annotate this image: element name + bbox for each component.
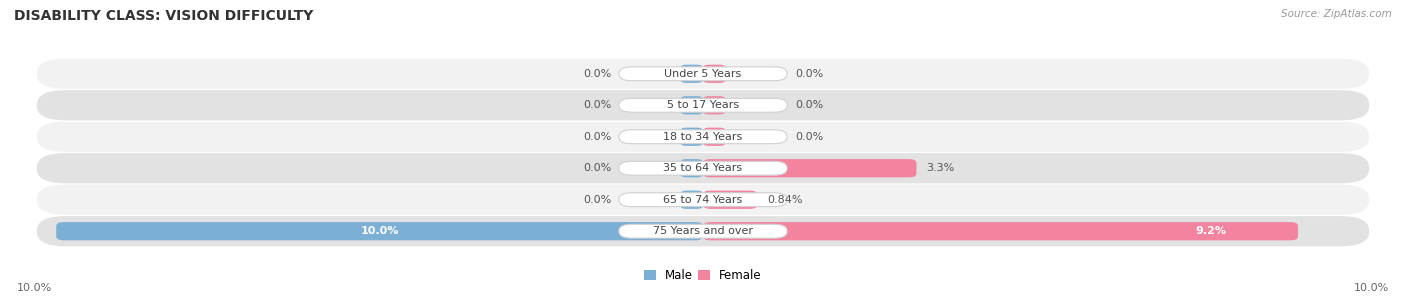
FancyBboxPatch shape — [703, 127, 725, 146]
FancyBboxPatch shape — [703, 191, 758, 209]
Text: 0.0%: 0.0% — [583, 100, 612, 110]
FancyBboxPatch shape — [681, 96, 703, 114]
FancyBboxPatch shape — [703, 222, 1298, 240]
FancyBboxPatch shape — [619, 224, 787, 238]
FancyBboxPatch shape — [619, 130, 787, 144]
FancyBboxPatch shape — [619, 193, 787, 207]
FancyBboxPatch shape — [37, 185, 1369, 215]
Text: Under 5 Years: Under 5 Years — [665, 69, 741, 79]
FancyBboxPatch shape — [37, 216, 1369, 246]
Legend: Male, Female: Male, Female — [640, 265, 766, 287]
FancyBboxPatch shape — [619, 67, 787, 81]
Text: 35 to 64 Years: 35 to 64 Years — [664, 163, 742, 173]
Text: 0.84%: 0.84% — [768, 195, 803, 205]
FancyBboxPatch shape — [619, 161, 787, 175]
Text: 3.3%: 3.3% — [927, 163, 955, 173]
Text: 0.0%: 0.0% — [583, 69, 612, 79]
Text: Source: ZipAtlas.com: Source: ZipAtlas.com — [1281, 9, 1392, 19]
Text: 0.0%: 0.0% — [583, 195, 612, 205]
Text: DISABILITY CLASS: VISION DIFFICULTY: DISABILITY CLASS: VISION DIFFICULTY — [14, 9, 314, 23]
Text: 10.0%: 10.0% — [17, 283, 52, 293]
Text: 18 to 34 Years: 18 to 34 Years — [664, 132, 742, 142]
FancyBboxPatch shape — [37, 90, 1369, 120]
FancyBboxPatch shape — [703, 96, 725, 114]
FancyBboxPatch shape — [56, 222, 703, 240]
FancyBboxPatch shape — [681, 191, 703, 209]
FancyBboxPatch shape — [37, 122, 1369, 152]
FancyBboxPatch shape — [681, 127, 703, 146]
Text: 0.0%: 0.0% — [583, 163, 612, 173]
Text: 0.0%: 0.0% — [794, 100, 823, 110]
Text: 10.0%: 10.0% — [360, 226, 399, 236]
Text: 0.0%: 0.0% — [794, 132, 823, 142]
FancyBboxPatch shape — [681, 65, 703, 83]
FancyBboxPatch shape — [681, 159, 703, 178]
Text: 10.0%: 10.0% — [1354, 283, 1389, 293]
Text: 0.0%: 0.0% — [583, 132, 612, 142]
Text: 5 to 17 Years: 5 to 17 Years — [666, 100, 740, 110]
Text: 9.2%: 9.2% — [1195, 226, 1226, 236]
Text: 0.0%: 0.0% — [794, 69, 823, 79]
FancyBboxPatch shape — [703, 65, 725, 83]
FancyBboxPatch shape — [619, 98, 787, 112]
Text: 75 Years and over: 75 Years and over — [652, 226, 754, 236]
FancyBboxPatch shape — [37, 153, 1369, 183]
FancyBboxPatch shape — [37, 59, 1369, 89]
FancyBboxPatch shape — [703, 159, 917, 178]
Text: 65 to 74 Years: 65 to 74 Years — [664, 195, 742, 205]
